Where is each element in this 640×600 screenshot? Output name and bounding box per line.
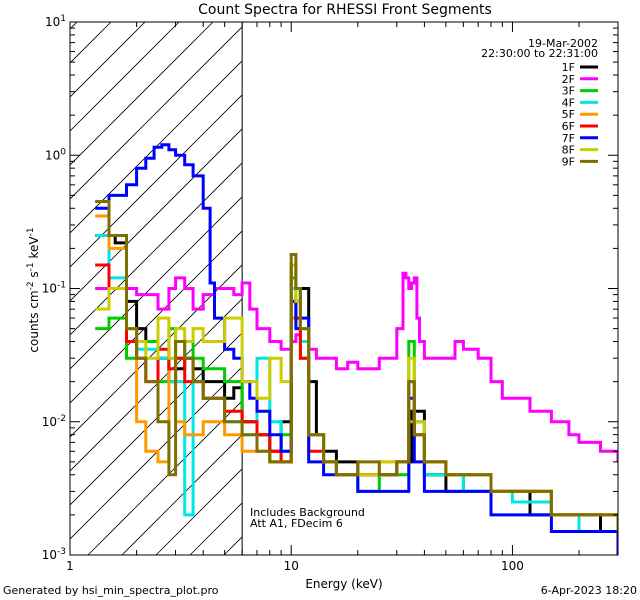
y-label-exp-cm: -2 — [26, 281, 36, 290]
shaded-region — [70, 0, 640, 555]
y-tick-label: 10-2 — [42, 414, 66, 429]
x-tick-label: 100 — [501, 559, 524, 573]
axis-ticks: 1 10 100 10-3 10-2 10-1 100 101 — [42, 14, 619, 573]
hatch-line — [70, 298, 243, 472]
y-tick-label: 101 — [45, 14, 66, 29]
hatch-line — [70, 196, 243, 370]
legend-label-5f: 5F — [562, 108, 575, 121]
hatch-line — [121, 434, 243, 555]
footer-generator: Generated by hsi_min_spectra_plot.pro — [3, 584, 219, 597]
series-line-7f — [95, 143, 618, 555]
legend-label-7f: 7F — [562, 132, 575, 145]
legend-label-1f: 1F — [562, 61, 575, 74]
hatch-line — [70, 22, 146, 98]
hatch-line — [292, 0, 640, 555]
y-label-main: counts cm — [27, 290, 41, 352]
y-tick-label: 10-3 — [42, 547, 66, 562]
hatch-line — [70, 366, 243, 540]
chart-title: Count Spectra for RHESSI Front Segments — [198, 2, 492, 18]
y-label-exp-s: -1 — [26, 262, 36, 271]
y-tick-label: 100 — [45, 147, 66, 162]
hatch-line — [70, 22, 214, 166]
y-label-s: s — [27, 271, 41, 281]
hatch-line — [70, 230, 243, 404]
series-group — [95, 143, 618, 555]
header-date: 19-Mar-2002 — [528, 37, 598, 50]
footer-timestamp: 6-Apr-2023 18:20 — [541, 584, 637, 597]
hatch-line — [70, 128, 243, 302]
hatch-line — [70, 332, 243, 506]
legend-label-2f: 2F — [562, 73, 575, 86]
header-time-range: 22:30:00 to 22:31:00 — [481, 47, 598, 60]
hatch-line — [70, 22, 112, 64]
hatch-line — [70, 162, 243, 336]
annotation-background: Includes Background — [250, 506, 365, 519]
hatch-line — [258, 0, 640, 555]
hatch-line — [70, 94, 243, 268]
x-axis-label: Energy (keV) — [305, 577, 382, 591]
x-tick-label: 10 — [284, 559, 299, 573]
annotation-attenuator: Att A1, FDecim 6 — [250, 517, 343, 530]
series-line-9f — [95, 200, 618, 532]
hatch-line — [223, 536, 243, 555]
series-line-2f — [95, 271, 618, 462]
legend-label-6f: 6F — [562, 120, 575, 133]
y-label-exp-kev: -1 — [26, 227, 36, 236]
y-axis-label: counts cm-2 s-1 keV-1 — [26, 227, 41, 352]
y-label-kev: keV — [27, 236, 41, 263]
hatch-line — [70, 26, 243, 200]
legend-label-8f: 8F — [562, 144, 575, 157]
legend-label-4f: 4F — [562, 96, 575, 109]
y-tick-label: 10-1 — [42, 281, 66, 296]
legend-label-3f: 3F — [562, 85, 575, 98]
x-tick-label: 1 — [66, 559, 74, 573]
hatch-line — [70, 22, 180, 132]
hatch-line — [87, 400, 243, 555]
legend-label-9f: 9F — [562, 155, 575, 168]
